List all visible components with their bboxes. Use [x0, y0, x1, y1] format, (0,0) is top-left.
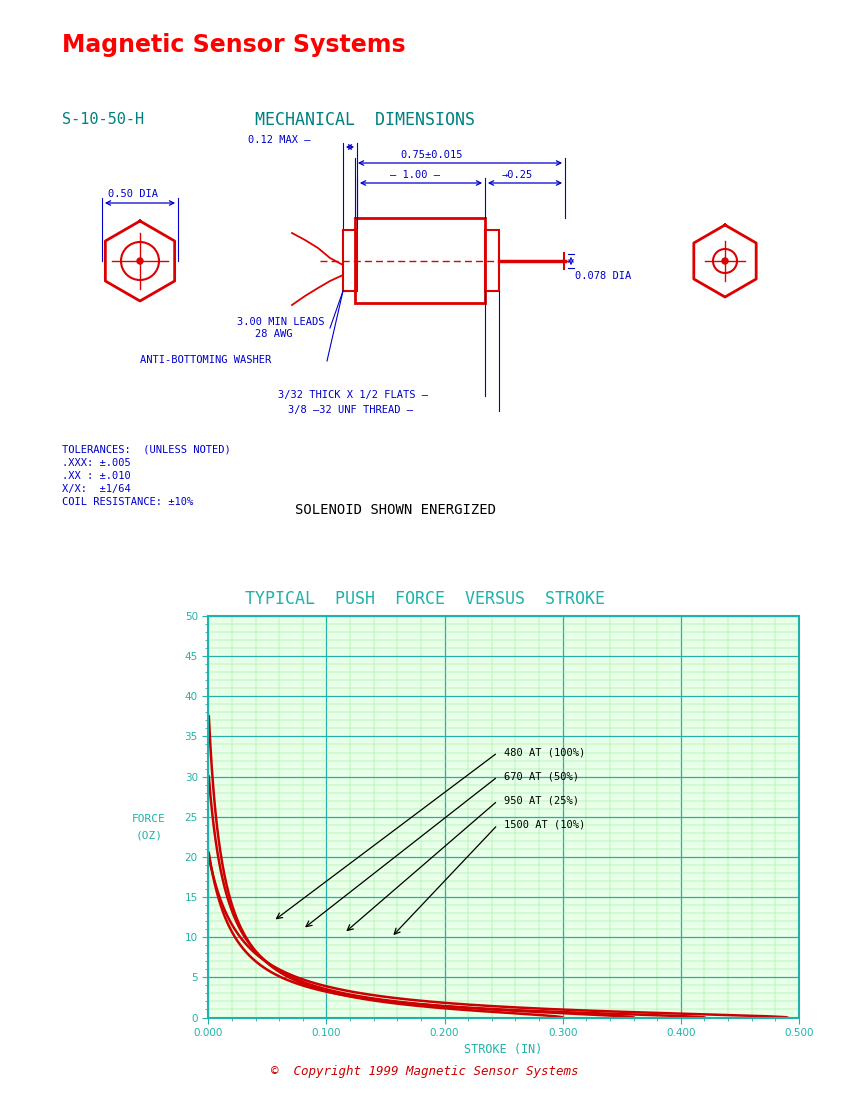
Text: 950 AT (25%): 950 AT (25%) — [503, 795, 579, 805]
Text: ANTI-BOTTOMING WASHER: ANTI-BOTTOMING WASHER — [140, 355, 271, 365]
Text: TYPICAL  PUSH  FORCE  VERSUS  STROKE: TYPICAL PUSH FORCE VERSUS STROKE — [245, 591, 605, 608]
Bar — [343, 230, 357, 292]
Text: S-10-50-H: S-10-50-H — [62, 112, 144, 128]
X-axis label: STROKE (IN): STROKE (IN) — [464, 1044, 543, 1056]
Text: 3/8 –32 UNF THREAD ―: 3/8 –32 UNF THREAD ― — [288, 405, 413, 415]
Text: →0.25: →0.25 — [502, 170, 533, 180]
Text: TOLERANCES:  (UNLESS NOTED): TOLERANCES: (UNLESS NOTED) — [62, 446, 230, 455]
Text: 3/32 THICK X 1/2 FLATS ―: 3/32 THICK X 1/2 FLATS ― — [278, 390, 428, 400]
Text: ©  Copyright 1999 Magnetic Sensor Systems: © Copyright 1999 Magnetic Sensor Systems — [271, 1065, 579, 1078]
Circle shape — [137, 258, 143, 264]
Text: 0.50 DIA: 0.50 DIA — [108, 189, 158, 199]
Text: 480 AT (100%): 480 AT (100%) — [503, 748, 585, 758]
Text: (OZ): (OZ) — [135, 830, 162, 842]
Text: 0.75±0.015: 0.75±0.015 — [400, 150, 462, 160]
Text: 28 AWG: 28 AWG — [255, 329, 292, 339]
Text: COIL RESISTANCE: ±10%: COIL RESISTANCE: ±10% — [62, 497, 193, 507]
Text: SOLENOID SHOWN ENERGIZED: SOLENOID SHOWN ENERGIZED — [295, 503, 496, 517]
Text: 0.078 DIA: 0.078 DIA — [575, 271, 632, 281]
Text: .XX : ±.010: .XX : ±.010 — [62, 471, 131, 481]
Text: X/X:  ±1/64: X/X: ±1/64 — [62, 484, 131, 494]
Bar — [485, 230, 499, 292]
Text: FORCE: FORCE — [132, 814, 166, 825]
Text: ― 1.00 ―: ― 1.00 ― — [390, 170, 440, 180]
Text: .XXX: ±.005: .XXX: ±.005 — [62, 458, 131, 468]
Text: 670 AT (50%): 670 AT (50%) — [503, 771, 579, 782]
Circle shape — [722, 258, 728, 264]
Text: 0.12 MAX ―: 0.12 MAX ― — [248, 135, 310, 145]
Bar — [355, 218, 485, 302]
Text: 1500 AT (10%): 1500 AT (10%) — [503, 820, 585, 829]
Text: MECHANICAL  DIMENSIONS: MECHANICAL DIMENSIONS — [255, 111, 475, 129]
Text: 3.00 MIN LEADS: 3.00 MIN LEADS — [237, 317, 325, 327]
Text: Magnetic Sensor Systems: Magnetic Sensor Systems — [62, 33, 405, 57]
